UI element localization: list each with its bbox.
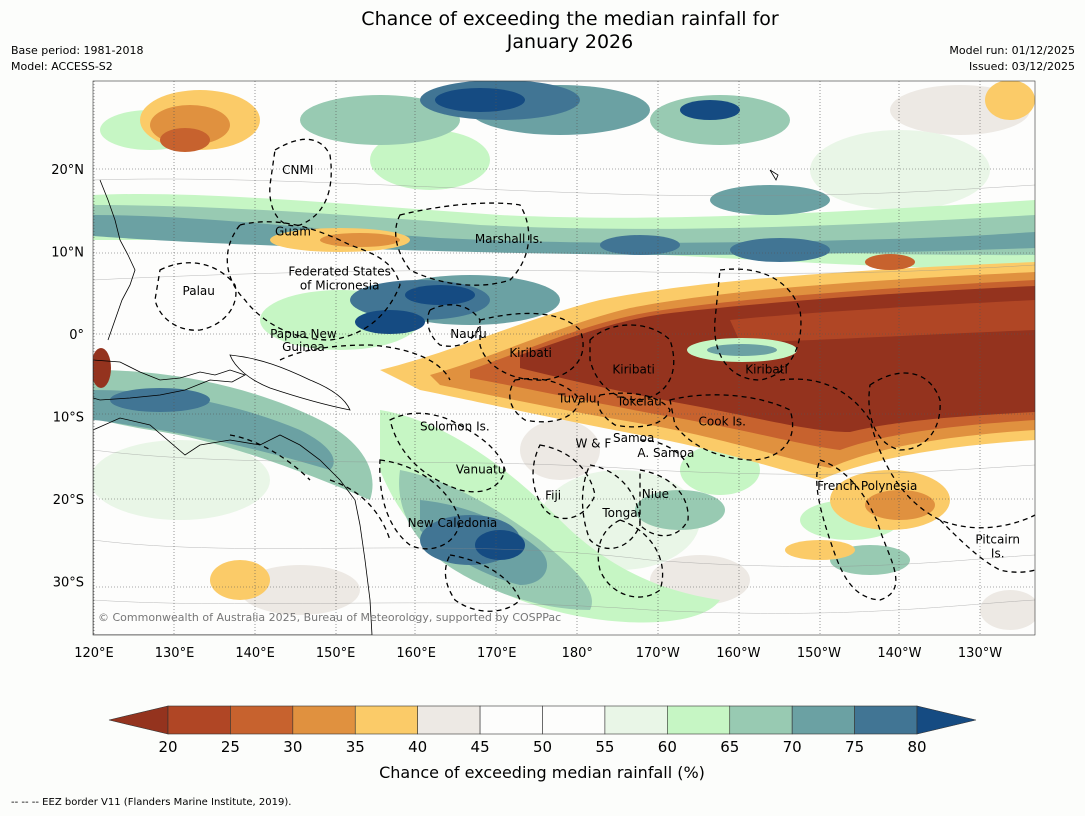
longitude-labels: 120°E 130°E 140°E 150°E 160°E 170°E 180° 170°W 1… (74, 646, 1002, 661)
colorbar-tick-label: 50 (533, 738, 552, 756)
colorbar-tick-label: 75 (845, 738, 864, 756)
latitude-tick-label: 30°S (53, 576, 84, 591)
meta-left: Base period: 1981-2018 Model: ACCESS-S2 (11, 43, 143, 75)
latitude-tick-label: 0° (69, 328, 84, 343)
region-label: Marshall Is. (475, 232, 543, 246)
colorbar-tick-label: 30 (283, 738, 302, 756)
colorbar-tick-label: 40 (408, 738, 427, 756)
eez-borders (154, 138, 1036, 612)
colorbar-swatch (167, 705, 231, 735)
colorbar-tick-label: 35 (346, 738, 365, 756)
colorbar-swatch (479, 705, 543, 735)
region-label: Guinea (282, 340, 325, 354)
colorbar-swatch (417, 705, 481, 735)
longitude-tick-label: 160°W (716, 646, 760, 661)
region-label: New Caledonia (408, 516, 498, 530)
region-label: Palau (183, 284, 215, 298)
longitude-tick-label: 180° (562, 646, 593, 661)
colorbar-swatch (292, 705, 356, 735)
teal-strip-in-band (707, 344, 777, 356)
issued-date: Issued: 03/12/2025 (968, 60, 1075, 73)
graticule (93, 81, 1035, 635)
copyright-notice: © Commonwealth of Australia 2025, Bureau… (98, 611, 561, 624)
colorbar-over-arrow (916, 705, 977, 735)
longitude-tick-label: 160°E (396, 646, 436, 661)
deep-blue-patches (355, 88, 740, 560)
map-field (93, 81, 1035, 635)
region-label: A. Samoa (637, 446, 694, 460)
region-label: W & F (575, 437, 611, 451)
map-title: Chance of exceeding the median rainfall … (0, 8, 1085, 54)
colorbar-swatch (354, 705, 418, 735)
region-label: Niue (642, 487, 669, 501)
colorbar-swatch (791, 705, 855, 735)
region-label: Samoa (613, 431, 654, 445)
colorbar-swatch (230, 705, 294, 735)
region-label: Nauru (450, 327, 486, 341)
region-label: Is. (991, 546, 1005, 560)
longitude-tick-label: 170°W (636, 646, 680, 661)
colorbar-tick-label: 25 (221, 738, 240, 756)
colorbar-tick-label: 20 (158, 738, 177, 756)
region-label: Papua New (270, 327, 337, 341)
eez-footer-note: -- -- -- EEZ border V11 (Flanders Marine… (11, 797, 292, 808)
latitude-tick-label: 20°N (51, 163, 84, 178)
region-label: Kiribati (745, 362, 787, 376)
colorbar-swatch (667, 705, 731, 735)
title-line-2: January 2026 (506, 31, 634, 53)
colorbar-tick-label: 65 (720, 738, 739, 756)
longitude-tick-label: 170°E (477, 646, 517, 661)
region-label: Pitcairn (975, 532, 1020, 546)
colorbar-under-arrow (108, 705, 169, 735)
region-label: Vanuatu (456, 462, 506, 476)
longitude-tick-label: 130°E (155, 646, 195, 661)
longitude-tick-label: 150°W (797, 646, 841, 661)
region-label: Cook Is. (699, 414, 746, 428)
latitude-tick-label: 10°N (51, 246, 84, 261)
colorbar-swatch (854, 705, 918, 735)
region-label: Guam (275, 225, 311, 239)
map-frame (92, 80, 1036, 636)
model-run: Model run: 01/12/2025 (949, 44, 1075, 57)
model-name: Model: ACCESS-S2 (11, 60, 113, 73)
colorbar-swatch (729, 705, 793, 735)
longitude-tick-label: 130°W (958, 646, 1002, 661)
colorbar-tick-label: 55 (595, 738, 614, 756)
colorbar-tick-label: 60 (658, 738, 677, 756)
latitude-tick-label: 20°S (53, 493, 84, 508)
contour-lines (93, 178, 1035, 614)
title-line-1: Chance of exceeding the median rainfall … (361, 8, 779, 30)
region-label: Solomon Is. (420, 419, 490, 433)
region-label: Kiribati (612, 362, 654, 376)
region-label: Tuvalu (557, 391, 597, 405)
region-label: Tokelau (616, 395, 662, 409)
region-label: CNMI (282, 163, 313, 177)
region-label: French Polynesia (817, 479, 917, 493)
colorbar-tick-label: 70 (783, 738, 802, 756)
colorbar-tick-label: 45 (471, 738, 490, 756)
base-period: Base period: 1981-2018 (11, 44, 144, 57)
landmasses (93, 169, 779, 635)
longitude-tick-label: 140°W (877, 646, 921, 661)
latitude-labels: 20°N 10°N 0° 10°S 20°S 30°S (51, 163, 84, 591)
meta-right: Model run: 01/12/2025 Issued: 03/12/2025 (949, 43, 1075, 75)
longitude-tick-label: 140°E (235, 646, 275, 661)
colorbar-swatch (542, 705, 606, 735)
longitude-tick-label: 150°E (316, 646, 356, 661)
region-label: of Micronesia (300, 278, 380, 292)
region-label: Federated States (288, 264, 390, 278)
colorbar-swatch (604, 705, 668, 735)
latitude-tick-label: 10°S (53, 411, 84, 426)
region-label: Fiji (545, 489, 561, 503)
colorbar: 20 25 30 35 40 45 50 55 60 65 70 75 80 (108, 705, 977, 756)
region-label: Kiribati (509, 346, 551, 360)
colorbar-label: Chance of exceeding median rainfall (%) (379, 763, 705, 782)
longitude-tick-label: 120°E (74, 646, 114, 661)
colorbar-tick-label: 80 (907, 738, 926, 756)
region-label: Tonga (601, 506, 637, 520)
